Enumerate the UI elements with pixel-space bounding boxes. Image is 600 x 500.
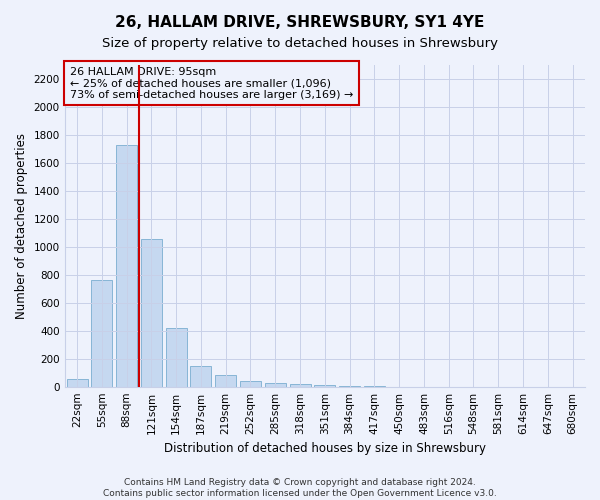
Bar xyxy=(265,383,286,386)
Bar xyxy=(141,239,162,386)
Bar xyxy=(67,379,88,386)
Text: 26, HALLAM DRIVE, SHREWSBURY, SY1 4YE: 26, HALLAM DRIVE, SHREWSBURY, SY1 4YE xyxy=(115,15,485,30)
Bar xyxy=(290,384,311,386)
Bar xyxy=(240,381,261,386)
Bar xyxy=(116,144,137,386)
Bar xyxy=(166,328,187,386)
Text: 26 HALLAM DRIVE: 95sqm
← 25% of detached houses are smaller (1,096)
73% of semi-: 26 HALLAM DRIVE: 95sqm ← 25% of detached… xyxy=(70,66,353,100)
Bar xyxy=(215,376,236,386)
Y-axis label: Number of detached properties: Number of detached properties xyxy=(15,133,28,319)
Text: Size of property relative to detached houses in Shrewsbury: Size of property relative to detached ho… xyxy=(102,38,498,51)
Bar xyxy=(91,280,112,386)
X-axis label: Distribution of detached houses by size in Shrewsbury: Distribution of detached houses by size … xyxy=(164,442,486,455)
Bar xyxy=(314,385,335,386)
Bar xyxy=(190,366,211,386)
Text: Contains HM Land Registry data © Crown copyright and database right 2024.
Contai: Contains HM Land Registry data © Crown c… xyxy=(103,478,497,498)
